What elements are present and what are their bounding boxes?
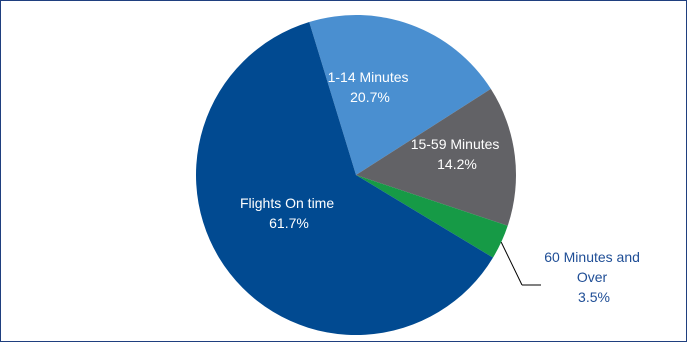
pie-slices xyxy=(196,14,517,335)
slice-name: Flights On time xyxy=(240,195,334,211)
slice-name-line-1: 60 Minutes and xyxy=(544,249,640,265)
pie-slice xyxy=(196,21,494,335)
slice-percent: 20.7% xyxy=(350,89,390,105)
pie-labels: 1-14 Minutes 20.7% 15-59 Minutes 14.2% 6… xyxy=(240,69,644,305)
slice-name: 1-14 Minutes xyxy=(328,69,409,85)
slice-percent: 14.2% xyxy=(437,156,477,172)
slice-label-1-14-minutes: 1-14 Minutes 20.7% xyxy=(328,69,413,105)
leader-line xyxy=(500,241,523,286)
slice-percent: 61.7% xyxy=(269,215,309,231)
slice-label-flights-on-time: Flights On time 61.7% xyxy=(240,195,338,231)
pie-slice xyxy=(356,88,517,226)
slice-percent: 3.5% xyxy=(578,289,610,305)
slice-label-15-59-minutes: 15-59 Minutes 14.2% xyxy=(411,136,504,172)
slice-label-60-minutes-and-over: 60 Minutes and Over 3.5% xyxy=(544,249,644,305)
slice-name-line-2: Over xyxy=(577,269,608,285)
slice-name: 15-59 Minutes xyxy=(411,136,500,152)
pie-slice xyxy=(309,14,491,175)
pie-slice xyxy=(356,175,508,258)
